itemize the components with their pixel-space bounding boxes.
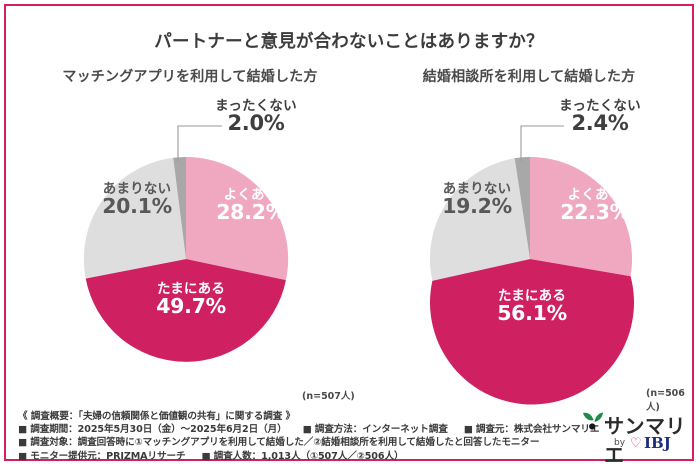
chart-subtitle-right: 結婚相談所を利用して結婚した方 [422,69,636,85]
sample-size-left: (n=507人) [302,391,355,402]
pie-slice-often-left [186,156,289,281]
footnote-line-3: ■ 調査対象：調査回答時に①マッチングアプリを利用して結婚した／②結婚相談所を利… [18,437,540,449]
pie-slice-often-right [530,157,633,277]
holly-leaf-icon [583,412,603,430]
footnote-line-1: 《 調査概要：「夫婦の信頼関係と価値観の共有」に関する調査 》 [18,411,295,422]
infographic-frame: パートナーと意見が合わないことはありますか？ マッチングアプリを利用して結婚した… [4,4,694,467]
pie-slice-never-left [173,157,186,259]
page-title: パートナーと意見が合わないことはありますか？ [154,32,544,52]
pie-svg-left [83,125,289,362]
brand-by-label: by [614,438,626,448]
heart-icon: ♡ [630,436,642,451]
brand-name: サンマリエ [604,414,686,467]
footnote-line-4: ■ モニター提供元：PRIZMAリサーチ ■ 調査人数：1,013人（①507人／… [18,450,578,463]
parent-brand-name: IBJ [644,434,671,452]
footnote-method: ■ 調査方法：インターネット調査 [302,424,448,436]
footnote-period: ■ 調査期間：2025年5月30日（金）～2025年6月2日（月） [18,424,287,436]
chart-subtitle-left: マッチングアプリを利用して結婚した方 [62,69,318,85]
pie-slice-sometimes-left [85,259,286,362]
pie-graphic-right [352,6,700,406]
footnote-monitor: ■ モニター提供元：PRIZMAリサーチ [18,450,186,462]
pie-graphic-left [6,6,356,406]
footnote-count: ■ 調査人数：1,013人（①507人／②506人） [201,450,404,462]
pie-slice-never-right [514,157,530,259]
survey-footnote: 《 調査概要：「夫婦の信頼関係と価値観の共有」に関する調査 》 ■ 調査期間：2… [18,410,599,463]
leader-line-never-right [520,125,564,161]
pie-slice-rarely-left [83,157,186,279]
pie-chart-matching-app: よくある 28.2% たまにある 49.7% あまりない 20.1% まったくな… [6,6,356,406]
footnote-source: ■ 調査元：株式会社サンマリエ [463,424,600,436]
pie-slice-rarely-right [429,158,530,281]
leader-line-never-left [177,125,222,161]
pie-chart-marriage-agency: よくある 22.3% たまにある 56.1% あまりない 19.2% まったくな… [352,6,700,406]
pie-svg-right [429,125,635,405]
sample-size-right: (n=506人) [646,388,685,413]
brand-logo: サンマリエ by ♡ IBJ [582,408,692,467]
pie-slice-sometimes-right [430,259,635,405]
footnote-line-2: ■ 調査期間：2025年5月30日（金）～2025年6月2日（月） ■ 調査方法：… [18,423,599,436]
